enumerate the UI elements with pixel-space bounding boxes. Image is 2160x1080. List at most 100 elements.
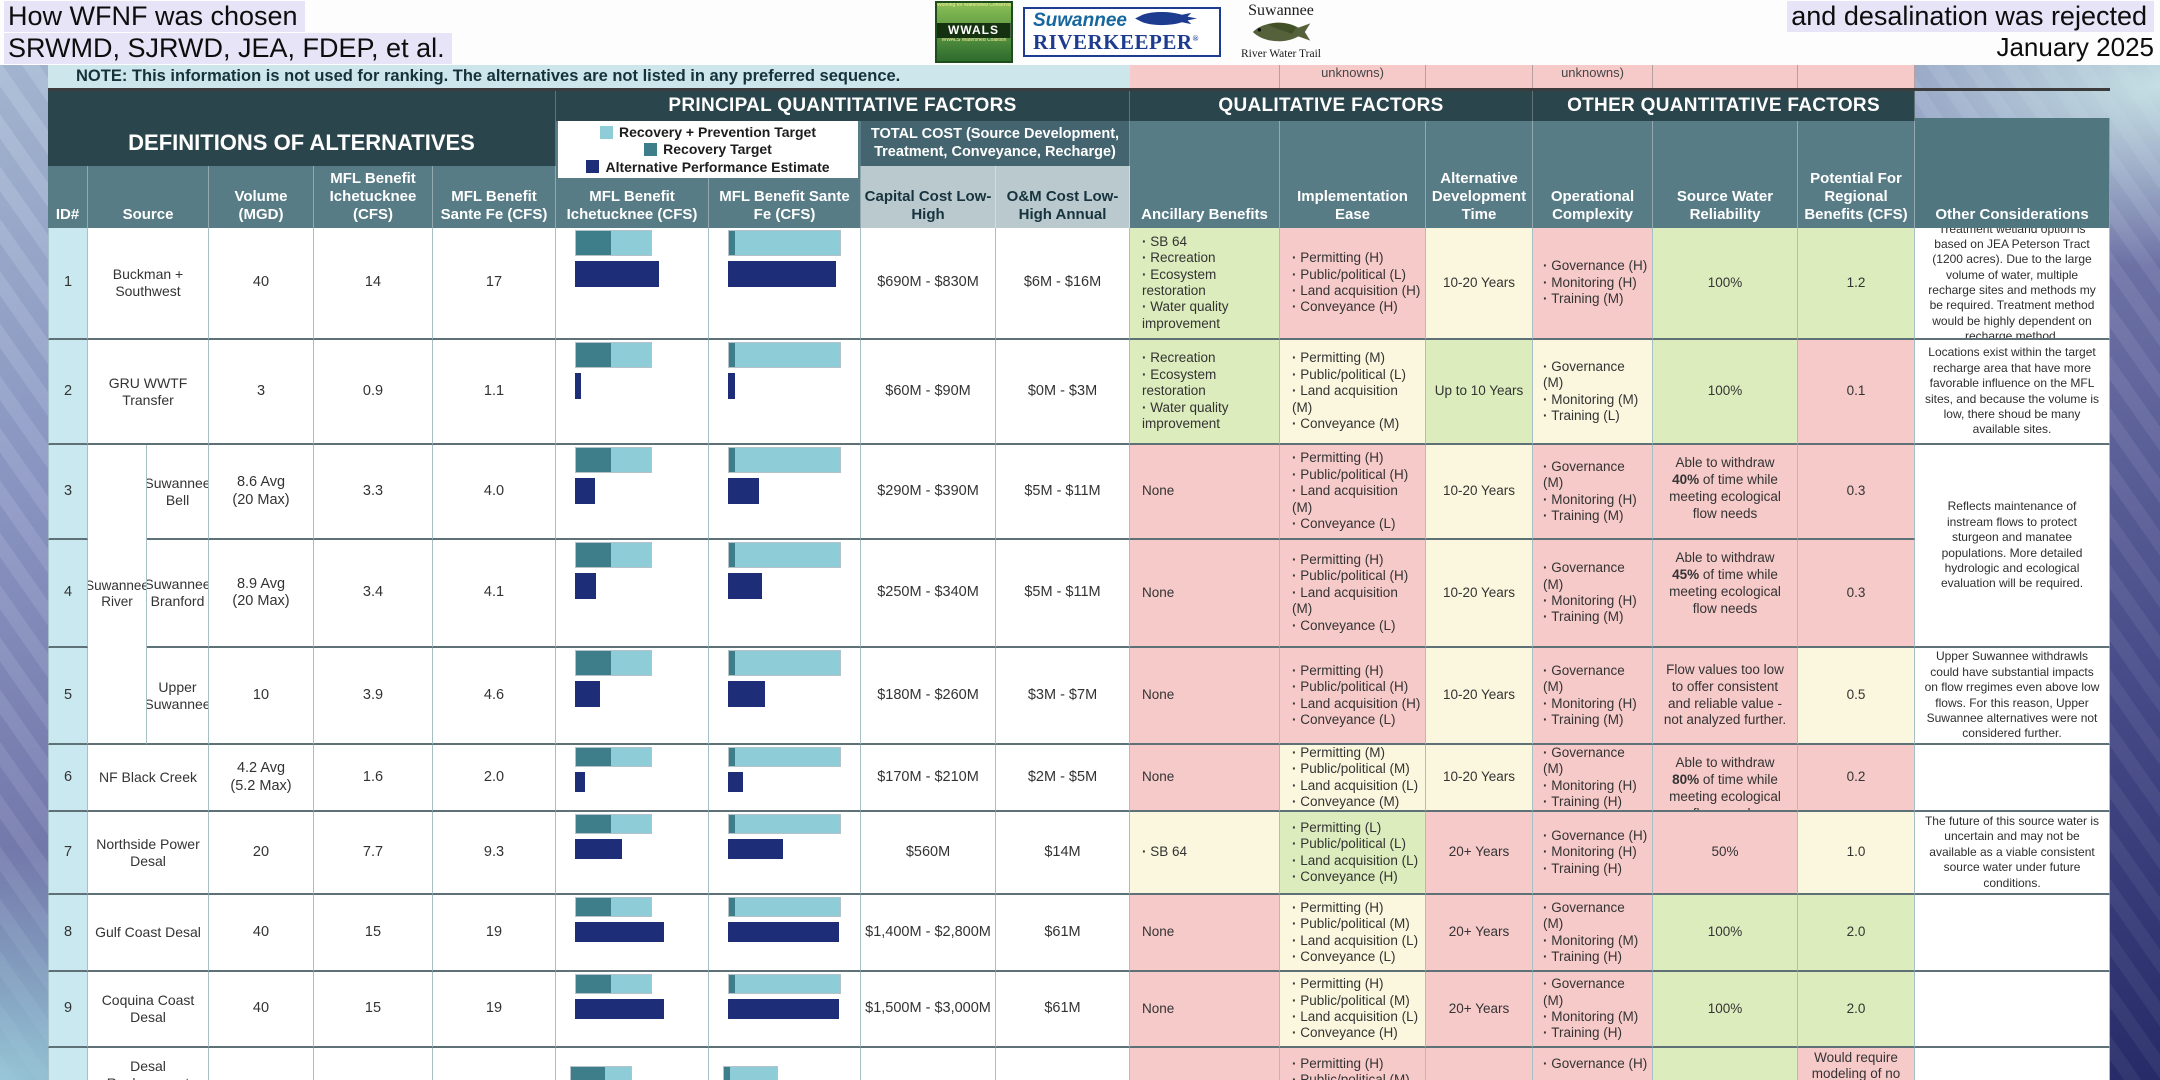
- development-time-cell: 10-20 Years: [1426, 540, 1533, 648]
- note-text: NOTE: This information is not used for r…: [76, 67, 901, 85]
- implementation-item: Permitting (H): [1292, 552, 1383, 568]
- other-considerations-cell: The future of this source water is uncer…: [1915, 812, 2110, 895]
- implementation-item: Conveyance (L): [1292, 712, 1395, 728]
- volume-cell: 20: [209, 812, 314, 895]
- mfl-benefit-bar-chart: [556, 445, 709, 540]
- row-id: 9: [48, 972, 88, 1048]
- wwals-name: WWALS: [937, 22, 1011, 39]
- target-bar: [575, 230, 652, 256]
- ancillary-item: None: [1142, 483, 1175, 499]
- title-block: How WFNF was chosen SRWMD, SJRWD, JEA, F…: [4, 1, 452, 65]
- operational-item: Monitoring (H): [1543, 844, 1637, 860]
- implementation-item: Public/political (L): [1292, 367, 1406, 383]
- mfl-ichetucknee-value: 7.7: [314, 812, 433, 895]
- implementation-ease-cell: Permitting (H)Public/political (L)Land a…: [1280, 228, 1426, 340]
- om-cost-cell: $61M: [996, 972, 1130, 1048]
- om-cost-cell: $61M: [996, 895, 1130, 972]
- recovery-target-segment: [576, 231, 612, 255]
- mfl-santefe-value: 2.0: [433, 745, 556, 812]
- operational-item: Training (M): [1543, 291, 1623, 307]
- ancillary-item: None: [1142, 769, 1175, 785]
- operational-complexity-cell: Governance (M)Monitoring (H)Training (H): [1533, 745, 1653, 812]
- recovery-target-segment: [729, 231, 736, 255]
- recovery-target-segment: [729, 543, 736, 567]
- volume-cell: 8.9 Avg (20 Max): [209, 540, 314, 648]
- cutoff-cell: unknowns): [1280, 65, 1426, 88]
- regional-benefits-cell: Would require modeling of no: [1798, 1048, 1915, 1080]
- col-header-implementation-ease: Implementation Ease: [1280, 121, 1426, 231]
- riverkeeper-line2: RIVERKEEPER®: [1033, 30, 1200, 54]
- target-bar: [728, 897, 842, 917]
- ancillary-item: None: [1142, 1000, 1175, 1016]
- row-id: [48, 1048, 88, 1080]
- recovery-target-segment: [576, 543, 612, 567]
- implementation-item: Conveyance (L): [1292, 618, 1395, 634]
- cutoff-cell: [1130, 65, 1280, 88]
- operational-item: Governance (M): [1543, 560, 1648, 593]
- mfl-benefit-bar-chart: [709, 1048, 861, 1080]
- target-bar: [575, 342, 652, 368]
- cutoff-cell: [1798, 65, 1915, 88]
- mfl-benefit-bar-chart: [709, 812, 861, 895]
- operational-complexity-cell: Governance (M)Monitoring (H)Training (M): [1533, 540, 1653, 648]
- implementation-item: Public/political (H): [1292, 679, 1408, 695]
- operational-item: Monitoring (H): [1543, 275, 1637, 291]
- target-bar: [723, 1066, 779, 1080]
- operational-item: Monitoring (M): [1543, 392, 1638, 408]
- ancillary-benefits-cell: None: [1130, 540, 1280, 648]
- mfl-ichetucknee-value: 14: [314, 228, 433, 340]
- target-bar: [728, 447, 842, 473]
- cutoff-cell: [1426, 65, 1533, 88]
- ancillary-item: None: [1142, 687, 1175, 703]
- operational-item: Governance (H): [1543, 1056, 1647, 1072]
- implementation-item: Public/political (M): [1292, 761, 1410, 777]
- implementation-item: Permitting (H): [1292, 900, 1383, 916]
- volume-cell: 40: [209, 972, 314, 1048]
- ancillary-benefits-cell: None: [1130, 895, 1280, 972]
- volume-line: (20 Max): [232, 491, 290, 508]
- operational-item: Monitoring (H): [1543, 593, 1637, 609]
- reliability-cell: 50%: [1653, 812, 1798, 895]
- operational-complexity-cell: Governance (M)Monitoring (H)Training (M): [1533, 648, 1653, 745]
- performance-estimate-bar: [728, 839, 784, 859]
- col-header-id: ID#: [48, 166, 88, 231]
- implementation-item: Permitting (H): [1292, 450, 1383, 466]
- bar-legend: Recovery + Prevention Target Recovery Ta…: [558, 121, 858, 178]
- recovery-target-segment: [576, 898, 612, 916]
- operational-complexity-cell: Governance (H): [1533, 1048, 1653, 1080]
- volume-line: 8.9 Avg: [236, 575, 286, 592]
- ancillary-benefits-cell: SB 64: [1130, 812, 1280, 895]
- target-bar: [728, 650, 842, 676]
- row-id: 6: [48, 745, 88, 812]
- recovery-target-segment: [576, 748, 612, 766]
- col-header-development-time: Alternative Development Time: [1426, 121, 1533, 231]
- recovery-target-segment: [576, 975, 612, 993]
- cutoff-cell: unknowns): [1533, 65, 1653, 88]
- target-bar: [728, 814, 842, 834]
- operational-item: Monitoring (H): [1543, 492, 1637, 508]
- ancillary-item: Ecosystem restoration: [1142, 367, 1275, 400]
- recovery-target-segment: [729, 448, 736, 472]
- volume-line: 40: [252, 1000, 270, 1017]
- capital-cost-cell: [861, 1048, 996, 1080]
- row-id: 7: [48, 812, 88, 895]
- om-cost-cell: $3M - $7M: [996, 648, 1130, 745]
- header-other-quantitative-factors: OTHER QUANTITATIVE FACTORS: [1533, 91, 1915, 121]
- row-id: 2: [48, 340, 88, 445]
- mfl-benefit-bar-chart: [709, 445, 861, 540]
- header-qualitative-factors: QUALITATIVE FACTORS: [1130, 91, 1533, 121]
- cutoff-cell: [1653, 65, 1798, 88]
- source-name: NF Black Creek: [88, 745, 209, 812]
- performance-estimate-bar: [728, 772, 743, 792]
- alternatives-table-body: 1 Buckman + Southwest 40 14 17 $690M - $830M $…: [48, 228, 2110, 1080]
- mfl-santefe-value: 4.1: [433, 540, 556, 648]
- source-name: Suwannee Branford: [147, 540, 209, 648]
- volume-line: 8.6 Avg: [236, 474, 286, 491]
- volume-line: 40: [252, 274, 270, 291]
- col-header-other-considerations: Other Considerations: [1915, 118, 2110, 231]
- implementation-item: Land acquisition (H): [1292, 283, 1420, 299]
- implementation-item: Land acquisition (M): [1292, 383, 1421, 416]
- target-bar: [575, 974, 652, 994]
- recovery-target-segment: [571, 1067, 605, 1080]
- implementation-item: Permitting (H): [1292, 663, 1383, 679]
